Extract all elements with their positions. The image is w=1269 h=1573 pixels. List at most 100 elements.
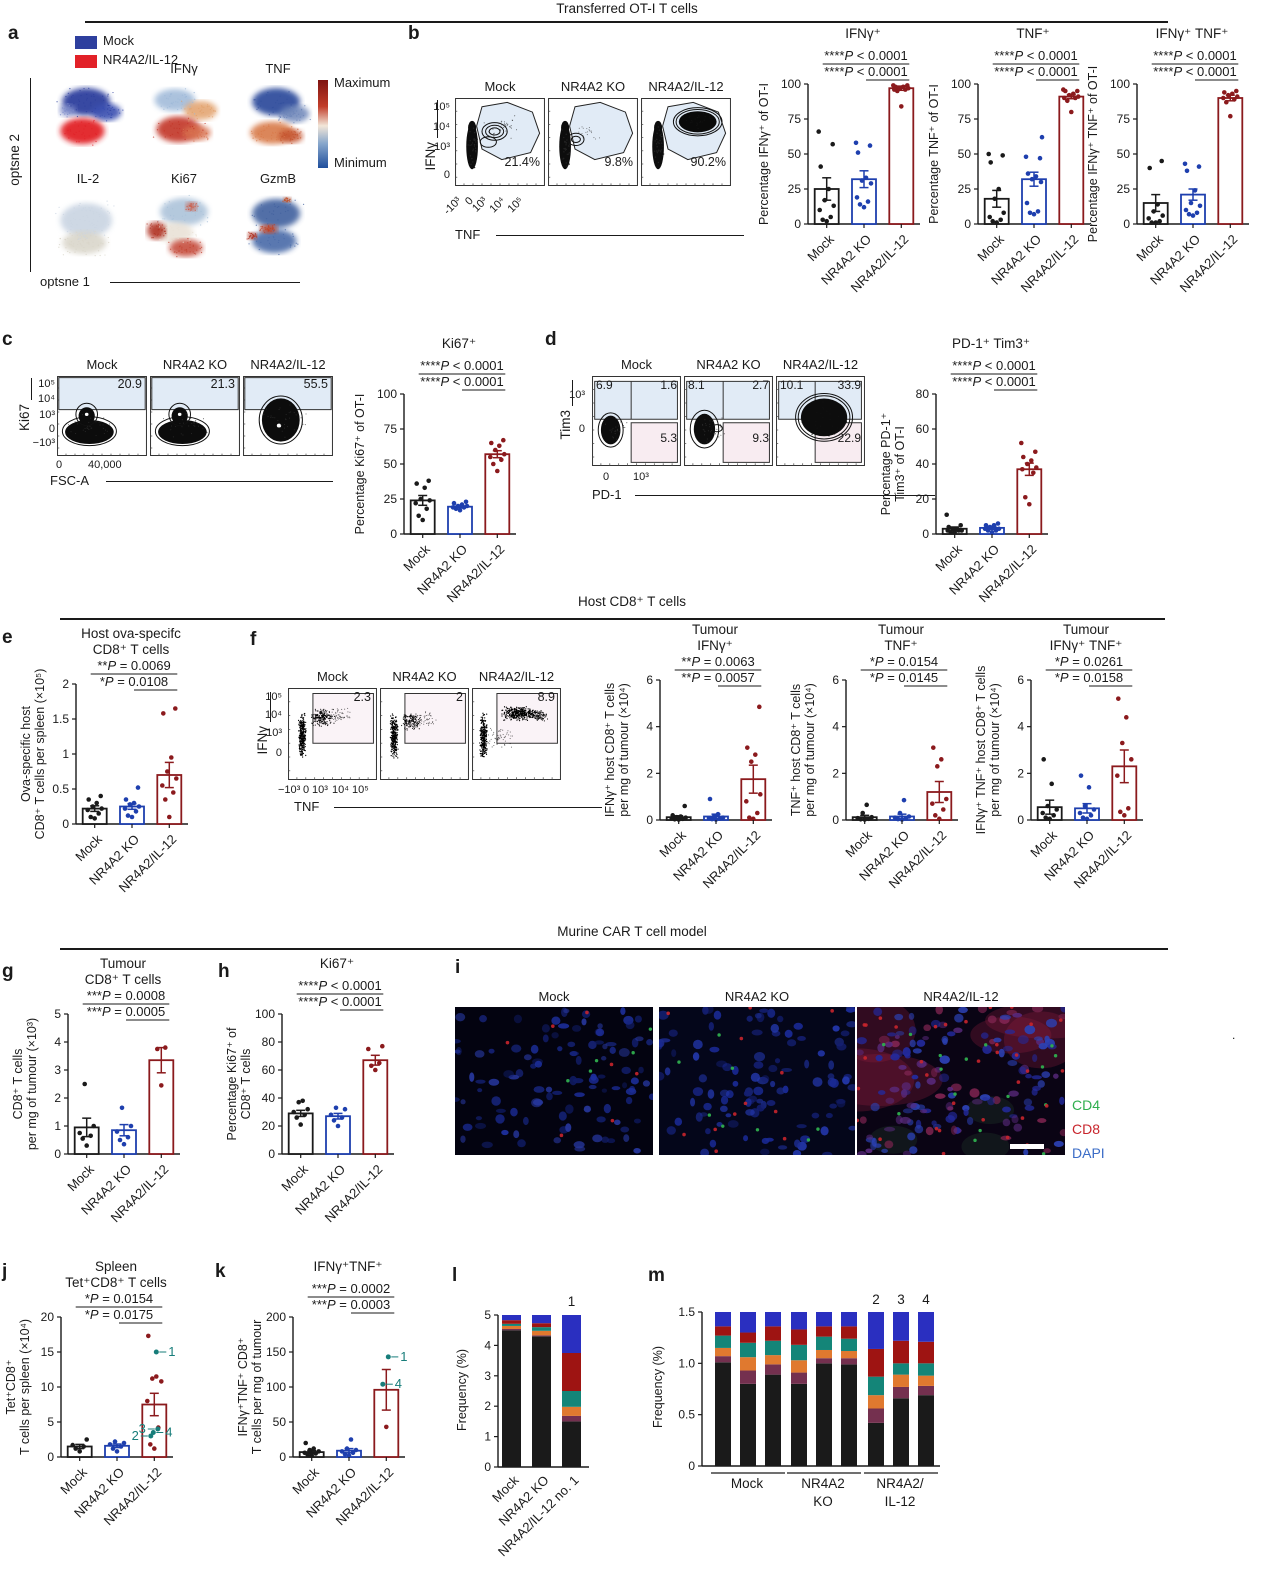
svg-text:4: 4 xyxy=(165,1425,172,1440)
section-header-host-cd8: Host CD8⁺ T cells xyxy=(578,594,686,609)
svg-text:6: 6 xyxy=(1017,673,1024,687)
flow-f-ytick-3: 0 xyxy=(275,747,282,759)
svg-text:Mock: Mock xyxy=(72,831,105,864)
flow-d-ytick-1e3: 10³ xyxy=(569,389,585,401)
quadrant-percentage: 33.9 xyxy=(837,378,861,392)
svg-text:Mock: Mock xyxy=(289,1464,322,1497)
panel-label-g: g xyxy=(2,961,14,982)
bars xyxy=(73,1046,175,1155)
svg-text:25: 25 xyxy=(384,492,398,506)
micro-legend-cd4: CD4 xyxy=(1072,1097,1101,1113)
flow-title-b-il12: NR4A2/IL-12 xyxy=(648,79,724,94)
svg-text:****P < 0.0001: ****P < 0.0001 xyxy=(994,48,1078,63)
chart-k: IFNγ⁺TNF⁺ ***P = 0.0002***P = 0.0003 0 50 10… xyxy=(236,1259,408,1528)
micro-legend-cd8: CD8 xyxy=(1072,1121,1101,1137)
svg-text:4: 4 xyxy=(1017,720,1024,734)
svg-text:75: 75 xyxy=(958,112,972,126)
tsne-map-tnf xyxy=(250,88,311,144)
flow-f-xtick-4: 10⁵ xyxy=(352,784,369,796)
svg-text:****P < 0.0001: ****P < 0.0001 xyxy=(298,978,382,993)
chart-h: Ki67⁺ ****P < 0.0001****P < 0.0001 0 20 40 60… xyxy=(225,956,394,1225)
svg-text:Mock: Mock xyxy=(731,1476,764,1491)
svg-text:0: 0 xyxy=(1123,217,1130,231)
quadrant-percentage: 5.3 xyxy=(660,431,677,445)
svg-text:1: 1 xyxy=(400,1349,407,1364)
flow-f-xtick-3: 10⁴ xyxy=(332,784,349,796)
svg-text:*P = 0.0175: *P = 0.0175 xyxy=(85,1307,153,1322)
svg-text:**P = 0.0063: **P = 0.0063 xyxy=(681,654,754,669)
svg-text:Mock: Mock xyxy=(842,827,875,860)
bars xyxy=(287,1054,389,1155)
panel-label-i: i xyxy=(455,957,461,978)
svg-text:Percentage Ki67⁺ of: Percentage Ki67⁺ of xyxy=(225,1027,239,1140)
svg-text:****P < 0.0001: ****P < 0.0001 xyxy=(952,374,1036,389)
svg-text:4: 4 xyxy=(54,1035,61,1049)
svg-text:80: 80 xyxy=(262,1035,276,1049)
flow-c-ytick-1: 10⁴ xyxy=(38,393,55,405)
svg-text:100: 100 xyxy=(781,77,801,91)
svg-text:****P < 0.0001: ****P < 0.0001 xyxy=(952,358,1036,373)
svg-text:2: 2 xyxy=(62,677,69,691)
svg-text:per mg of tumour (×10⁴): per mg of tumour (×10⁴) xyxy=(988,683,1002,817)
svg-text:Tet⁺CD8⁺: Tet⁺CD8⁺ xyxy=(4,1360,18,1415)
tsne-map-gzmb xyxy=(246,197,305,256)
data-points xyxy=(986,87,1081,225)
svg-text:0: 0 xyxy=(832,813,839,827)
bars xyxy=(983,93,1085,225)
data-points xyxy=(85,706,179,821)
svg-text:Frequency (%): Frequency (%) xyxy=(651,1346,665,1428)
svg-text:6: 6 xyxy=(832,673,839,687)
svg-text:2: 2 xyxy=(646,766,653,780)
chart-b1: IFNγ⁺ ****P < 0.0001****P < 0.0001 0 25 50 75… xyxy=(757,26,920,295)
svg-text:5: 5 xyxy=(47,1415,54,1429)
svg-text:NR4A2: NR4A2 xyxy=(801,1476,845,1491)
svg-text:4: 4 xyxy=(922,1292,930,1307)
tsne-title-il2: IL-2 xyxy=(76,171,100,186)
svg-text:TNF⁺: TNF⁺ xyxy=(1016,26,1049,41)
flow-c-yaxis-line xyxy=(31,378,33,400)
flow-title-c-ko: NR4A2 KO xyxy=(162,357,228,372)
panel-c: c Mock NR4A2 KO NR4A2/IL-12 Ki67 10⁵ 10⁴… xyxy=(0,330,545,600)
svg-text:0: 0 xyxy=(484,1460,491,1474)
svg-text:1.0: 1.0 xyxy=(678,1356,695,1370)
tsne-map-ifng xyxy=(152,88,218,143)
svg-text:Spleen: Spleen xyxy=(95,1259,137,1274)
svg-text:60: 60 xyxy=(262,1063,276,1077)
microscopy-image-il12 xyxy=(857,1007,1065,1155)
svg-text:6: 6 xyxy=(646,673,653,687)
flow-d-xtick-1e3: 10³ xyxy=(633,471,649,483)
svg-text:4: 4 xyxy=(395,1376,402,1391)
flow-f-xtick-1: 0 xyxy=(303,784,310,796)
svg-text:Tim3⁺ of OT-I: Tim3⁺ of OT-I xyxy=(893,426,907,502)
colorbar-max-label: Maximum xyxy=(334,75,391,90)
micro-legend-dapi: DAPI xyxy=(1072,1145,1105,1161)
svg-text:Mock: Mock xyxy=(804,231,837,264)
data-points xyxy=(669,704,763,822)
svg-text:T cells per mg of tumour: T cells per mg of tumour xyxy=(250,1320,264,1455)
svg-text:50: 50 xyxy=(788,147,802,161)
svg-text:50: 50 xyxy=(384,457,398,471)
panel-a: a Mock NR4A2/IL-12 IFNγ TNF IL-2 Ki67 Gz… xyxy=(0,24,405,314)
panel-label-h: h xyxy=(218,961,230,982)
gate-percentage: 55.5 xyxy=(303,377,328,391)
svg-text:0: 0 xyxy=(964,217,971,231)
flow-f-xtick-2: 10³ xyxy=(312,784,328,796)
svg-text:IFNγ⁺: IFNγ⁺ xyxy=(845,26,881,41)
quadrant-percentage: 22.9 xyxy=(837,431,861,445)
svg-text:2: 2 xyxy=(54,1091,61,1105)
svg-text:*P = 0.0154: *P = 0.0154 xyxy=(85,1291,153,1306)
quadrant-percentage: 9.3 xyxy=(752,431,769,445)
gate-percentage: 21.3 xyxy=(210,377,235,391)
svg-text:2: 2 xyxy=(1017,766,1024,780)
svg-text:Percentage PD-1⁺: Percentage PD-1⁺ xyxy=(879,413,893,515)
svg-text:****P < 0.0001: ****P < 0.0001 xyxy=(824,48,908,63)
gate-percentage: 9.8% xyxy=(604,154,634,169)
micro-title-ko: NR4A2 KO xyxy=(724,989,790,1004)
flow-plot-d-mock: 6.9 1.6 5.3 xyxy=(592,376,681,466)
svg-text:TNF⁺ host CD8⁺ T cells: TNF⁺ host CD8⁺ T cells xyxy=(789,684,803,816)
flow-title-d-il12: NR4A2/IL-12 xyxy=(782,357,859,372)
svg-text:0: 0 xyxy=(794,217,801,231)
